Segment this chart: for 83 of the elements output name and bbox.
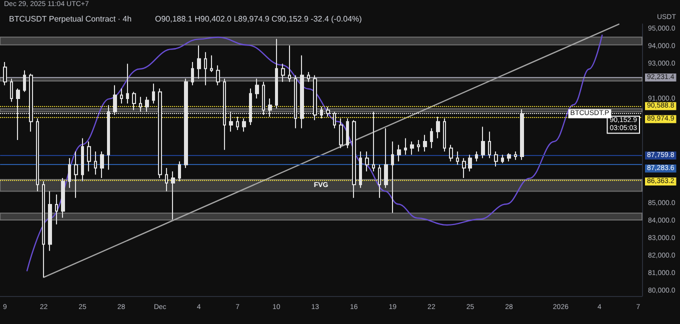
candlestick — [242, 118, 246, 132]
candlestick — [249, 88, 252, 126]
candlestick — [333, 111, 336, 129]
candlestick — [507, 152, 511, 162]
candlestick — [255, 78, 259, 99]
candlestick — [281, 63, 285, 82]
candlestick — [365, 150, 369, 172]
candlestick — [417, 139, 420, 152]
candlestick — [468, 154, 472, 172]
candlestick — [178, 160, 181, 182]
candlestick — [10, 78, 13, 102]
candlestick — [307, 71, 310, 82]
candlestick — [55, 194, 58, 225]
candlestick — [223, 78, 226, 150]
candlestick — [68, 158, 71, 188]
candlestick — [145, 96, 149, 112]
candlestick — [488, 131, 491, 159]
candlestick — [132, 91, 136, 111]
candlestick — [494, 150, 498, 167]
candlestick — [346, 118, 349, 149]
candlestick — [87, 141, 91, 172]
chart-title: BTCUSDT Perpetual Contract · 4h — [9, 14, 132, 24]
candlestick — [456, 150, 459, 166]
candlestick — [372, 111, 375, 172]
candlestick — [404, 138, 407, 156]
candlestick — [384, 128, 388, 188]
candlestick — [229, 111, 233, 132]
candlestick — [171, 170, 175, 220]
candlestick — [436, 116, 440, 139]
candlestick — [36, 118, 39, 192]
candlestick — [16, 88, 20, 140]
candlestick — [113, 84, 117, 116]
candlestick — [158, 88, 162, 178]
candlestick — [48, 190, 52, 252]
candlestick — [120, 88, 123, 104]
candlestick — [74, 150, 78, 198]
candlestick — [294, 74, 297, 129]
candlestick — [268, 98, 272, 118]
candlestick — [352, 120, 356, 198]
candlestick — [262, 81, 265, 116]
candlestick — [391, 141, 394, 214]
candlestick — [359, 150, 362, 188]
candlestick — [152, 83, 155, 104]
candlestick — [462, 158, 466, 178]
candlestick — [410, 141, 414, 156]
candlestick — [236, 116, 239, 131]
candlestick — [126, 63, 129, 104]
candlestick — [81, 138, 84, 182]
candlestick — [520, 108, 524, 160]
candlestick — [501, 154, 504, 164]
candlestick — [449, 144, 453, 162]
candlestick — [397, 144, 401, 162]
candlestick — [288, 44, 291, 82]
chart-subtitle: O90,188.1 H90,402.0 L89,974.9 C90,152.9 -32.4 (-0.04%) — [155, 14, 362, 24]
candlestick — [326, 106, 330, 118]
candlestick — [107, 104, 110, 170]
candlestick — [184, 78, 188, 169]
candlestick — [3, 62, 7, 86]
candlestick — [275, 38, 278, 109]
candlestick — [313, 74, 317, 121]
candlestick — [94, 150, 97, 176]
candlestick — [61, 177, 65, 218]
candlestick — [42, 180, 45, 278]
candlestick — [514, 150, 517, 160]
candlestick — [320, 106, 323, 119]
candlestick — [100, 150, 104, 178]
candlestick — [339, 118, 343, 149]
candlestick — [481, 126, 485, 159]
candlestick — [191, 62, 194, 86]
candlestick — [443, 118, 446, 152]
candlestick — [430, 128, 433, 149]
candlestick — [139, 96, 142, 112]
candlestick — [165, 168, 168, 192]
candlestick — [197, 44, 201, 80]
candlestick — [216, 64, 220, 86]
candlestick — [475, 150, 478, 162]
candlestick — [29, 73, 33, 132]
candlestick — [300, 54, 304, 129]
candlestick — [423, 134, 427, 152]
candlestick — [378, 164, 381, 198]
candlestick — [204, 52, 207, 86]
candlestick — [210, 54, 213, 72]
candlestick — [23, 70, 26, 92]
